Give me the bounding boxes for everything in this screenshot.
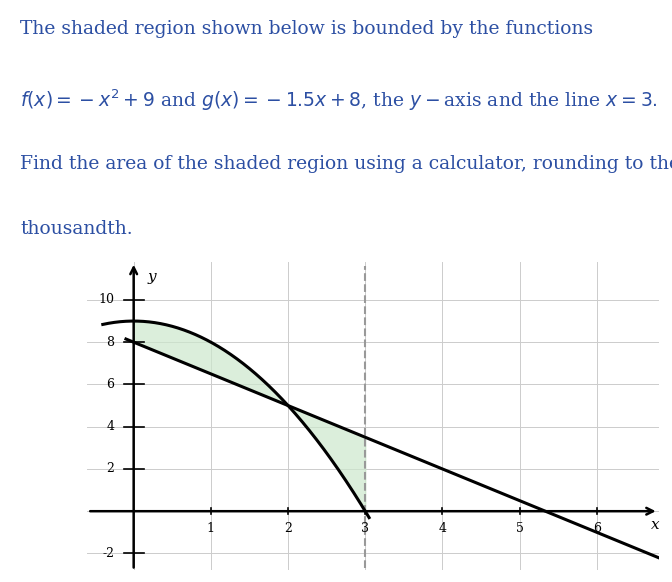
Text: $f(x) = -x^2 + 9$ and $g(x) = -1.5x + 8$, the $y-$axis and the line $x = 3.$: $f(x) = -x^2 + 9$ and $g(x) = -1.5x + 8$… (20, 88, 658, 113)
Text: 1: 1 (207, 522, 215, 535)
Text: Find the area of the shaded region using a calculator, rounding to the nearest: Find the area of the shaded region using… (20, 155, 672, 173)
Text: 6: 6 (106, 378, 114, 391)
Text: 4: 4 (106, 420, 114, 433)
Text: 3: 3 (362, 522, 369, 535)
Text: -2: -2 (102, 547, 114, 560)
Text: x: x (651, 517, 659, 531)
Text: 2: 2 (106, 463, 114, 475)
Text: 6: 6 (593, 522, 601, 535)
Text: The shaded region shown below is bounded by the functions: The shaded region shown below is bounded… (20, 20, 593, 38)
Text: 10: 10 (98, 293, 114, 307)
Text: 8: 8 (106, 336, 114, 349)
Text: thousandth.: thousandth. (20, 220, 133, 238)
Text: y: y (148, 271, 156, 285)
Text: 4: 4 (438, 522, 446, 535)
Text: 5: 5 (515, 522, 523, 535)
Text: 2: 2 (284, 522, 292, 535)
